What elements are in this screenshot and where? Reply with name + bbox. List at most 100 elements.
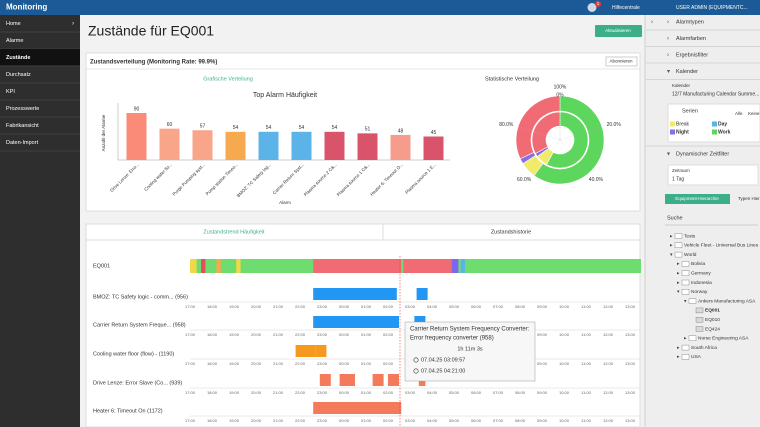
- series-swatch[interactable]: [670, 129, 675, 135]
- time-tick: 04:00: [427, 390, 438, 395]
- tree-node[interactable]: USA: [691, 354, 702, 360]
- field-value: 1 Tag: [672, 176, 684, 182]
- tree-node[interactable]: Indonesia: [691, 280, 712, 286]
- tree-node[interactable]: Ankers Manufacturing ASA: [698, 298, 756, 304]
- tree-node[interactable]: EQ001: [705, 308, 720, 314]
- bar: [225, 131, 246, 160]
- search-label: Suche: [667, 215, 683, 221]
- tree-node[interactable]: Bolivia: [691, 261, 705, 267]
- donut-slice: [515, 95, 561, 160]
- time-tick: 11:00: [581, 418, 591, 423]
- tree-icon: [674, 251, 683, 258]
- user-avatar[interactable]: [587, 3, 597, 12]
- tree-toggle: ▾: [677, 289, 680, 295]
- time-tick: 19:00: [229, 332, 240, 337]
- row-label: Cooling water floor (flow) - (1190): [93, 351, 174, 357]
- tree-toggle: ▸: [677, 354, 680, 360]
- tree-node[interactable]: EQ010: [705, 317, 720, 323]
- time-tick: 21:00: [273, 418, 284, 423]
- donut-tick-label: 0%: [556, 92, 564, 98]
- nav-item[interactable]: Fabrikansicht: [6, 123, 39, 129]
- bar-value: 60: [167, 122, 173, 128]
- time-tick: 04:00: [427, 418, 438, 423]
- tree-node[interactable]: World: [684, 252, 697, 258]
- nav-item[interactable]: Alarme: [6, 38, 23, 44]
- time-tick: 11:00: [581, 332, 591, 337]
- bar-value: 45: [431, 130, 437, 136]
- time-tick: 02:00: [383, 361, 394, 366]
- time-tick: 19:00: [229, 304, 240, 309]
- time-tick: 17:00: [185, 361, 196, 366]
- help-link[interactable]: Hilfecentrale: [612, 5, 640, 11]
- state-segment: [313, 259, 402, 273]
- right-panel: [645, 15, 760, 427]
- section-header[interactable]: Kalender: [676, 69, 698, 75]
- refresh-button[interactable]: [595, 25, 642, 37]
- tab[interactable]: Typen Hier...: [738, 196, 760, 201]
- time-tick: 20:00: [251, 390, 262, 395]
- tree-node[interactable]: Germany: [691, 270, 711, 276]
- nav-item[interactable]: KPI: [6, 89, 15, 95]
- time-tick: 20:00: [251, 332, 262, 337]
- nav-item[interactable]: Daten-Import: [6, 140, 39, 146]
- nav-item[interactable]: Durchsatz: [6, 72, 31, 78]
- tree-node[interactable]: Norway: [691, 289, 708, 295]
- tab[interactable]: Zustandshistorie: [491, 229, 531, 235]
- time-tick: 21:00: [273, 304, 284, 309]
- subscribe-button[interactable]: [605, 56, 638, 67]
- field-label: Kalender: [672, 83, 691, 88]
- tooltip-end: 07.04.25 04:21:00: [421, 368, 465, 374]
- tree-toggle: ▸: [684, 336, 687, 342]
- bar-value: 48: [398, 128, 404, 134]
- time-tick: 17:00: [185, 390, 196, 395]
- tree-icon: [688, 335, 697, 341]
- donut-tick-label: 80.0%: [499, 122, 514, 128]
- time-tick: 10:00: [559, 418, 570, 423]
- user-menu[interactable]: USER ADMIN (EQUIPMENTC...: [676, 5, 748, 11]
- top-bar: [0, 0, 760, 15]
- row-label: Drive Lenze: Error Slave (Co... (939): [93, 380, 182, 386]
- tab-active[interactable]: [665, 194, 730, 204]
- tab-label[interactable]: Grafische Verteilung: [203, 76, 253, 82]
- row-label: Carrier Return System Freque... (958): [93, 322, 186, 328]
- chevron: ›: [651, 20, 653, 26]
- time-tick: 11:00: [581, 390, 591, 395]
- time-tick: 03:00: [405, 304, 416, 309]
- time-tick: 04:00: [427, 304, 438, 309]
- section-header[interactable]: Alarmtypen: [676, 19, 704, 25]
- chevron: ▾: [667, 69, 670, 75]
- chevron: ›: [667, 20, 669, 26]
- nav-item[interactable]: Prozesswerte: [6, 106, 39, 112]
- time-tick: 23:00: [317, 361, 328, 366]
- tree-node[interactable]: EQ424: [705, 326, 720, 332]
- donut-tick: [559, 126, 602, 141]
- nav-item[interactable]: Zustände: [6, 55, 30, 61]
- series-swatch[interactable]: [670, 121, 675, 127]
- nav-item[interactable]: Home: [6, 21, 21, 27]
- time-tick: 21:00: [273, 332, 284, 337]
- time-tick: 08:00: [515, 390, 526, 395]
- bar-value: 54: [299, 125, 305, 131]
- app-title: Monitoring: [6, 3, 47, 12]
- section-header[interactable]: Ergebnisfilter: [676, 52, 708, 58]
- tree-node[interactable]: Vehicle Fleet - Universal Bus Lines: [684, 243, 759, 249]
- tooltip-start: 07.04.25 03:09:57: [421, 357, 465, 363]
- time-tick: 00:00: [339, 390, 350, 395]
- state-segment: [313, 288, 397, 300]
- bar-value: 54: [332, 125, 338, 131]
- tab-label[interactable]: Statistische Verteilung: [485, 76, 539, 82]
- series-item: Night: [676, 129, 689, 135]
- series-swatch[interactable]: [712, 129, 717, 135]
- series-swatch[interactable]: [712, 121, 717, 127]
- time-tick: 09:00: [537, 304, 548, 309]
- tree-node[interactable]: Norse Engineering ASA: [698, 336, 749, 342]
- time-tick: 13:00: [625, 361, 636, 366]
- page-title: Zustände für EQ001: [88, 23, 214, 39]
- section-header[interactable]: Alarmfarben: [676, 36, 706, 42]
- time-tick: 13:00: [625, 304, 636, 309]
- bar: [126, 113, 147, 160]
- tab[interactable]: Zustandstrend Häufigkeit: [203, 229, 265, 235]
- tree-node[interactable]: Tests: [684, 233, 696, 239]
- tree-node[interactable]: South Africa: [691, 345, 717, 351]
- time-tick: 09:00: [537, 332, 548, 337]
